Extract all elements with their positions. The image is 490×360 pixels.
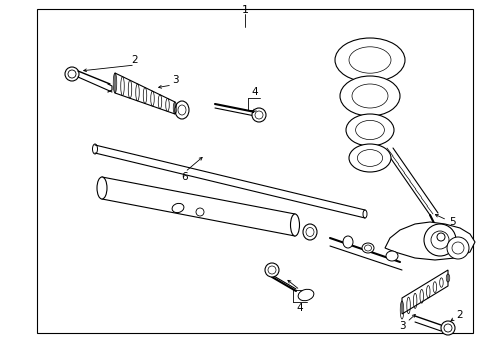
Ellipse shape [346,114,394,146]
Text: 1: 1 [242,5,248,15]
Text: 4: 4 [296,303,303,313]
Text: 5: 5 [449,217,455,227]
Text: 4: 4 [252,87,258,97]
Ellipse shape [340,76,400,116]
Ellipse shape [349,144,391,172]
Ellipse shape [335,38,405,82]
Text: 2: 2 [132,55,138,65]
Text: 3: 3 [399,321,405,331]
Bar [37,9,473,333]
Polygon shape [402,270,448,314]
Ellipse shape [291,214,299,236]
Circle shape [252,108,266,122]
Polygon shape [115,73,175,114]
Circle shape [265,263,279,277]
Text: 2: 2 [457,310,464,320]
Ellipse shape [175,101,189,119]
Ellipse shape [362,243,374,253]
Ellipse shape [97,177,107,199]
Ellipse shape [386,251,398,261]
Circle shape [441,321,455,335]
Text: 6: 6 [182,172,188,182]
Circle shape [424,224,456,256]
Text: 3: 3 [172,75,178,85]
Polygon shape [385,222,475,260]
Ellipse shape [298,289,314,301]
Ellipse shape [343,236,353,248]
Circle shape [447,237,469,259]
Ellipse shape [303,224,317,240]
